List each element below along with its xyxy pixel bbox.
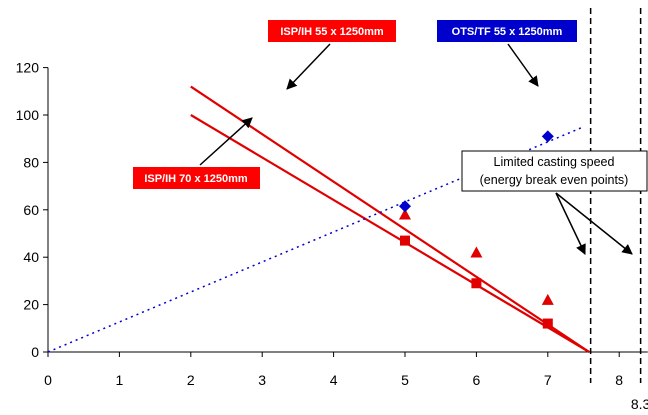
arrow-isp55 xyxy=(286,43,331,90)
isp70-line xyxy=(190,114,590,353)
ots-point xyxy=(541,130,554,143)
label-box-isp55 xyxy=(268,20,396,42)
label-box-isp70 xyxy=(133,167,260,189)
annotation-box xyxy=(461,150,648,192)
ots-line xyxy=(47,126,584,353)
x-tick-label: 7 xyxy=(544,372,552,388)
axes: 0 20 40 60 80 100 120 0 1 2 3 4 5 6 7 8 8.3 xyxy=(16,60,648,412)
isp55-point xyxy=(399,208,411,220)
isp55-line xyxy=(190,85,590,353)
y-tick-label: 20 xyxy=(23,297,39,313)
break-even-label: 8.3 xyxy=(631,396,648,412)
arrow-ots xyxy=(507,43,539,87)
y-tick-label: 0 xyxy=(31,344,39,360)
annotation-line1: Limited casting speed xyxy=(494,155,615,169)
ots-point xyxy=(399,200,411,213)
x-tick-label: 4 xyxy=(330,372,338,388)
series-markers xyxy=(399,130,554,329)
x-tick-label: 5 xyxy=(401,372,409,388)
y-tick-label: 80 xyxy=(23,154,39,170)
isp55-point xyxy=(541,293,554,305)
y-tick-label: 100 xyxy=(16,107,40,123)
arrow-break-even-1 xyxy=(555,192,586,255)
x-tick-label: 1 xyxy=(116,372,124,388)
x-tick-label: 3 xyxy=(258,372,266,388)
isp70-point xyxy=(542,318,553,329)
x-tick-label: 0 xyxy=(44,372,52,388)
x-tick-label: 8 xyxy=(615,372,623,388)
series-lines xyxy=(47,8,642,383)
x-tick-label: 6 xyxy=(473,372,481,388)
label-box-ots xyxy=(437,20,577,42)
label-ots: OTS/TF 55 x 1250mm xyxy=(452,26,563,38)
isp55-point xyxy=(470,246,483,258)
y-tick-label: 40 xyxy=(23,249,39,265)
label-isp55: ISP/IH 55 x 1250mm xyxy=(280,26,384,38)
isp70-point xyxy=(400,235,410,246)
y-tick-label: 60 xyxy=(23,202,39,218)
x-tick-label: 2 xyxy=(187,372,195,388)
annotation-line2: (energy break even points) xyxy=(480,173,629,187)
y-tick-label: 120 xyxy=(16,60,40,76)
isp70-point xyxy=(471,278,482,289)
arrow-break-even-2 xyxy=(555,192,633,255)
label-isp70: ISP/IH 70 x 1250mm xyxy=(144,173,248,185)
arrow-isp70 xyxy=(199,117,253,166)
